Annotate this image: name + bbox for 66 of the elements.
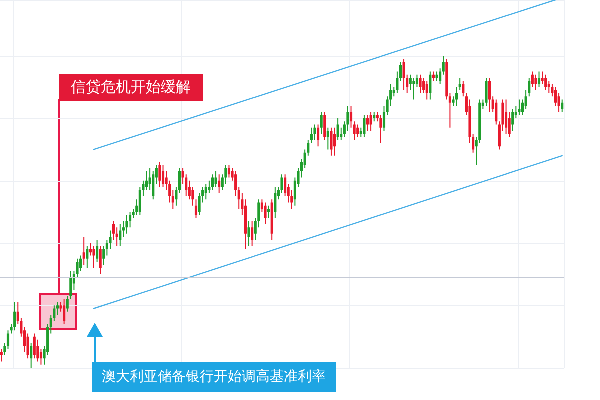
candlestick <box>119 224 122 246</box>
candlestick <box>373 112 376 122</box>
candlestick <box>488 78 492 112</box>
candlestick <box>33 334 36 359</box>
candlestick <box>218 174 221 194</box>
candlestick <box>310 128 313 144</box>
candlestick <box>412 78 416 100</box>
candlestick <box>268 206 270 218</box>
candlestick <box>363 115 366 138</box>
candlestick <box>270 200 274 240</box>
candlestick <box>544 74 548 90</box>
candlestick <box>380 115 382 144</box>
candlestick <box>96 240 99 262</box>
candlestick <box>336 118 340 140</box>
text: 澳大利亚储备银行开始调高基准利率 <box>92 362 336 392</box>
candlestick <box>204 184 208 200</box>
candlestick <box>0 349 3 362</box>
candlestick <box>330 128 333 156</box>
candlestick <box>370 112 372 131</box>
candlestick <box>534 74 538 90</box>
candlestick <box>63 299 66 324</box>
candlestick <box>214 172 218 188</box>
candlestick <box>248 221 250 246</box>
candlestick <box>86 246 89 268</box>
candlestick <box>419 74 422 94</box>
candlestick <box>66 296 69 312</box>
candlestick <box>356 124 360 138</box>
candlestick <box>14 302 16 331</box>
candlestick <box>326 128 330 150</box>
candlestick <box>320 112 323 134</box>
candlestick <box>538 72 541 88</box>
candlestick <box>162 165 165 188</box>
candlestick <box>316 124 320 147</box>
candlestick <box>126 215 128 234</box>
candlestick <box>30 343 33 368</box>
candlestick <box>432 72 436 82</box>
candlestick <box>228 165 231 178</box>
candlestick <box>504 100 508 134</box>
candlestick <box>366 115 370 131</box>
candlestick <box>512 109 514 131</box>
candlestick <box>333 128 336 156</box>
candlestick <box>458 78 462 90</box>
candlestick <box>462 81 465 97</box>
candlestick <box>324 112 326 140</box>
candlestick <box>518 100 521 116</box>
candlestick <box>402 59 406 90</box>
candlestick <box>99 246 102 274</box>
candlestick <box>436 72 438 82</box>
candlestick <box>561 100 564 112</box>
candlestick <box>456 87 458 106</box>
candlestick <box>194 200 198 218</box>
candlestick <box>485 78 488 106</box>
candlestick <box>264 202 267 225</box>
candlestick <box>531 72 534 88</box>
candlestick <box>70 271 72 300</box>
candlestick <box>158 162 162 188</box>
candlestick <box>495 100 498 125</box>
candlestick <box>314 124 316 140</box>
candlestick <box>211 174 214 190</box>
candlestick <box>426 81 428 100</box>
candlestick <box>82 237 86 266</box>
candlestick <box>92 246 96 268</box>
candlestick <box>429 72 432 100</box>
annotation: 信贷危机开始缓解 <box>59 74 203 101</box>
candlestick <box>274 187 277 218</box>
candlestick <box>251 221 254 246</box>
